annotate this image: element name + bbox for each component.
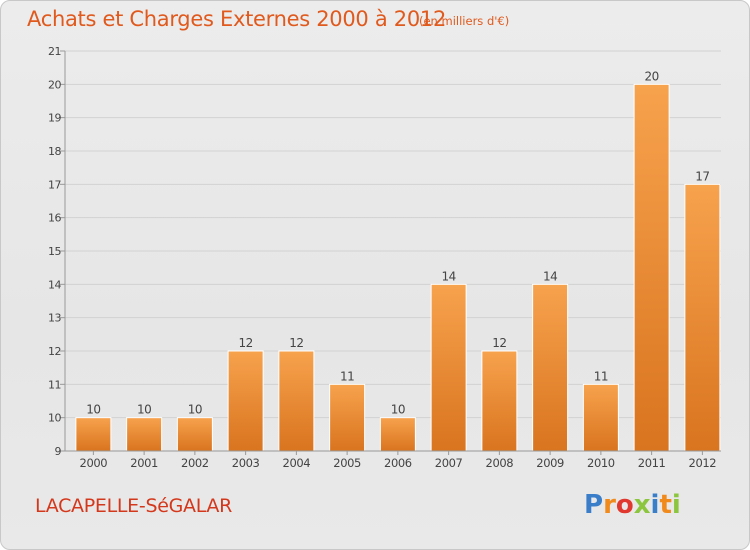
y-tick-label: 19 bbox=[48, 112, 61, 125]
y-tick-label: 21 bbox=[48, 45, 61, 58]
x-tick-label: 2008 bbox=[486, 456, 514, 470]
x-axis: 2000 2001 2002 2003 2004 2005 2006 2007 2008 2009… bbox=[65, 450, 721, 470]
logo-letter: i bbox=[650, 490, 660, 520]
x-tick-label: 2002 bbox=[181, 456, 209, 470]
bar-value-label: 20 bbox=[644, 69, 658, 83]
bar bbox=[379, 417, 416, 452]
x-tick-label: 2005 bbox=[333, 456, 361, 470]
gridlines bbox=[65, 50, 721, 419]
bar bbox=[176, 417, 213, 452]
proxiti-logo[interactable]: Proxiti bbox=[584, 490, 681, 520]
bar-value-label: 10 bbox=[391, 403, 405, 417]
chart-subtitle: (en milliers d'€) bbox=[419, 14, 510, 28]
logo-letter: P bbox=[584, 490, 604, 520]
bar bbox=[227, 350, 264, 452]
chart-title: Achats et Charges Externes 2000 à 2012 bbox=[27, 7, 447, 31]
bar-value-label: 10 bbox=[188, 403, 202, 417]
x-tick-label: 2000 bbox=[80, 456, 108, 470]
y-tick-label: 14 bbox=[48, 278, 61, 291]
y-tick-label: 12 bbox=[48, 345, 61, 358]
y-axis: 9 10 11 12 13 14 15 16 17 18 19 20 21 bbox=[48, 45, 66, 458]
bar bbox=[126, 417, 163, 452]
x-tick-label: 2012 bbox=[689, 456, 717, 470]
y-tick-label: 13 bbox=[48, 312, 61, 325]
y-tick-label: 16 bbox=[48, 212, 61, 225]
logo-letter: i bbox=[671, 490, 681, 520]
bar-value-label: 12 bbox=[492, 336, 506, 350]
bar-value-label: 12 bbox=[238, 336, 252, 350]
logo-letter: r bbox=[603, 490, 616, 520]
y-tick-label: 18 bbox=[48, 145, 61, 158]
y-tick-label: 17 bbox=[48, 178, 61, 191]
commune-name: LACAPELLE-SéGALAR bbox=[35, 495, 233, 517]
y-tick-label: 9 bbox=[55, 445, 62, 458]
x-tick-label: 2003 bbox=[232, 456, 260, 470]
x-tick-label: 2007 bbox=[435, 456, 463, 470]
bar bbox=[532, 283, 569, 452]
x-tick-label: 2004 bbox=[283, 456, 311, 470]
bar bbox=[684, 183, 721, 452]
bar-value-label: 17 bbox=[695, 169, 709, 183]
bar bbox=[278, 350, 315, 452]
bar bbox=[430, 283, 467, 452]
bar-value-label: 14 bbox=[441, 269, 455, 283]
x-tick-label: 2010 bbox=[587, 456, 615, 470]
bar-value-label: 10 bbox=[137, 403, 151, 417]
bar-value-label: 12 bbox=[289, 336, 303, 350]
bar-value-label: 11 bbox=[340, 369, 354, 383]
y-tick-label: 15 bbox=[48, 245, 61, 258]
logo-letter: o bbox=[615, 490, 634, 520]
x-tick-label: 2009 bbox=[536, 456, 564, 470]
bar bbox=[633, 83, 670, 452]
x-tick-label: 2011 bbox=[638, 456, 666, 470]
logo-letter: t bbox=[659, 490, 672, 520]
x-tick-label: 2001 bbox=[130, 456, 158, 470]
y-tick-label: 10 bbox=[48, 412, 61, 425]
bar bbox=[75, 417, 112, 452]
bars: 10 10 10 12 12 11 10 14 12 14 11 20 17 bbox=[75, 69, 721, 452]
bar-value-label: 14 bbox=[543, 269, 557, 283]
bar bbox=[582, 383, 619, 452]
y-tick-label: 20 bbox=[48, 78, 61, 91]
y-tick-label: 11 bbox=[48, 378, 61, 391]
logo-letter: x bbox=[633, 490, 651, 520]
bar-value-label: 11 bbox=[594, 369, 608, 383]
bar-value-label: 10 bbox=[86, 403, 100, 417]
bar bbox=[481, 350, 518, 452]
bar bbox=[329, 383, 366, 452]
x-tick-label: 2006 bbox=[384, 456, 412, 470]
